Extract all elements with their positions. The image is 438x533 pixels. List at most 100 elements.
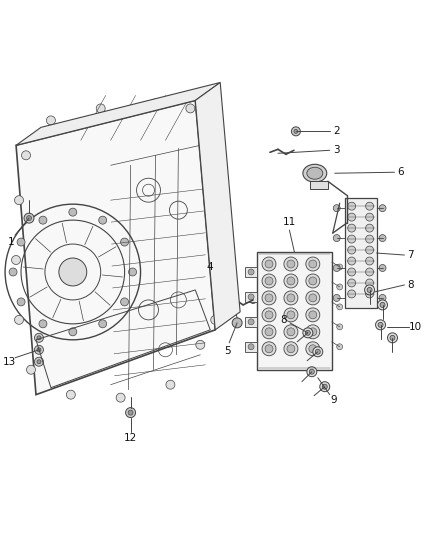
Text: 10: 10 — [409, 322, 422, 332]
Polygon shape — [195, 83, 240, 330]
Circle shape — [309, 369, 314, 374]
Circle shape — [9, 268, 17, 276]
Circle shape — [232, 318, 242, 328]
Circle shape — [348, 246, 356, 254]
Circle shape — [320, 382, 330, 392]
Circle shape — [116, 393, 125, 402]
Circle shape — [388, 333, 397, 343]
Circle shape — [366, 257, 374, 265]
Circle shape — [126, 408, 135, 417]
Circle shape — [348, 202, 356, 210]
Circle shape — [284, 257, 298, 271]
Circle shape — [306, 291, 320, 305]
Ellipse shape — [303, 164, 327, 182]
Circle shape — [307, 367, 317, 377]
Circle shape — [248, 269, 254, 275]
Text: 1: 1 — [8, 237, 14, 247]
Text: 6: 6 — [397, 167, 404, 177]
Circle shape — [265, 277, 273, 285]
Circle shape — [333, 264, 340, 271]
Circle shape — [294, 130, 298, 133]
Circle shape — [306, 308, 320, 322]
Circle shape — [262, 325, 276, 339]
Circle shape — [17, 298, 25, 306]
Circle shape — [366, 290, 374, 298]
Circle shape — [287, 277, 295, 285]
Circle shape — [333, 235, 340, 241]
Circle shape — [99, 216, 107, 224]
Polygon shape — [16, 100, 215, 394]
Circle shape — [287, 345, 295, 353]
Circle shape — [379, 294, 386, 301]
Text: 3: 3 — [333, 146, 340, 155]
Circle shape — [211, 206, 220, 215]
Circle shape — [337, 324, 343, 330]
Circle shape — [309, 328, 317, 336]
Circle shape — [366, 235, 374, 243]
Circle shape — [21, 151, 31, 160]
Circle shape — [306, 325, 320, 339]
Circle shape — [17, 238, 25, 246]
Bar — [310, 181, 328, 189]
Bar — [245, 267, 257, 277]
Circle shape — [337, 284, 343, 290]
Circle shape — [366, 279, 374, 287]
Circle shape — [39, 216, 47, 224]
Circle shape — [120, 298, 128, 306]
Circle shape — [348, 213, 356, 221]
Circle shape — [305, 330, 311, 335]
Circle shape — [284, 308, 298, 322]
Ellipse shape — [307, 167, 323, 179]
Circle shape — [379, 264, 386, 271]
Circle shape — [24, 213, 34, 223]
Circle shape — [69, 328, 77, 336]
Bar — [257, 252, 332, 370]
Circle shape — [337, 304, 343, 310]
Circle shape — [27, 216, 32, 221]
Circle shape — [306, 274, 320, 288]
Circle shape — [315, 349, 320, 354]
Circle shape — [206, 151, 215, 160]
Circle shape — [337, 344, 343, 350]
Circle shape — [306, 257, 320, 271]
Circle shape — [333, 205, 340, 212]
Circle shape — [378, 322, 383, 327]
Circle shape — [306, 342, 320, 356]
Circle shape — [128, 410, 133, 415]
Circle shape — [366, 224, 374, 232]
Text: 4: 4 — [206, 262, 212, 272]
Circle shape — [37, 360, 41, 364]
Circle shape — [35, 345, 43, 354]
Circle shape — [265, 345, 273, 353]
Circle shape — [248, 344, 254, 350]
Circle shape — [390, 335, 395, 340]
Circle shape — [322, 384, 327, 389]
Circle shape — [99, 320, 107, 328]
Circle shape — [284, 274, 298, 288]
Circle shape — [262, 274, 276, 288]
Bar — [245, 292, 257, 302]
Text: 2: 2 — [333, 126, 340, 136]
Circle shape — [265, 260, 273, 268]
Circle shape — [287, 294, 295, 302]
Circle shape — [14, 316, 24, 325]
Text: 8: 8 — [407, 280, 414, 290]
Circle shape — [366, 202, 374, 210]
Circle shape — [11, 255, 21, 264]
Circle shape — [265, 311, 273, 319]
Text: 11: 11 — [283, 217, 296, 227]
Bar — [345, 198, 377, 308]
Circle shape — [284, 325, 298, 339]
Circle shape — [284, 291, 298, 305]
Text: 5: 5 — [224, 346, 230, 356]
Bar — [245, 317, 257, 327]
Circle shape — [262, 257, 276, 271]
Circle shape — [250, 296, 257, 303]
Circle shape — [366, 213, 374, 221]
Circle shape — [366, 268, 374, 276]
Text: 9: 9 — [330, 394, 337, 405]
Circle shape — [309, 260, 317, 268]
Circle shape — [120, 238, 128, 246]
Circle shape — [211, 265, 220, 274]
Circle shape — [333, 294, 340, 301]
